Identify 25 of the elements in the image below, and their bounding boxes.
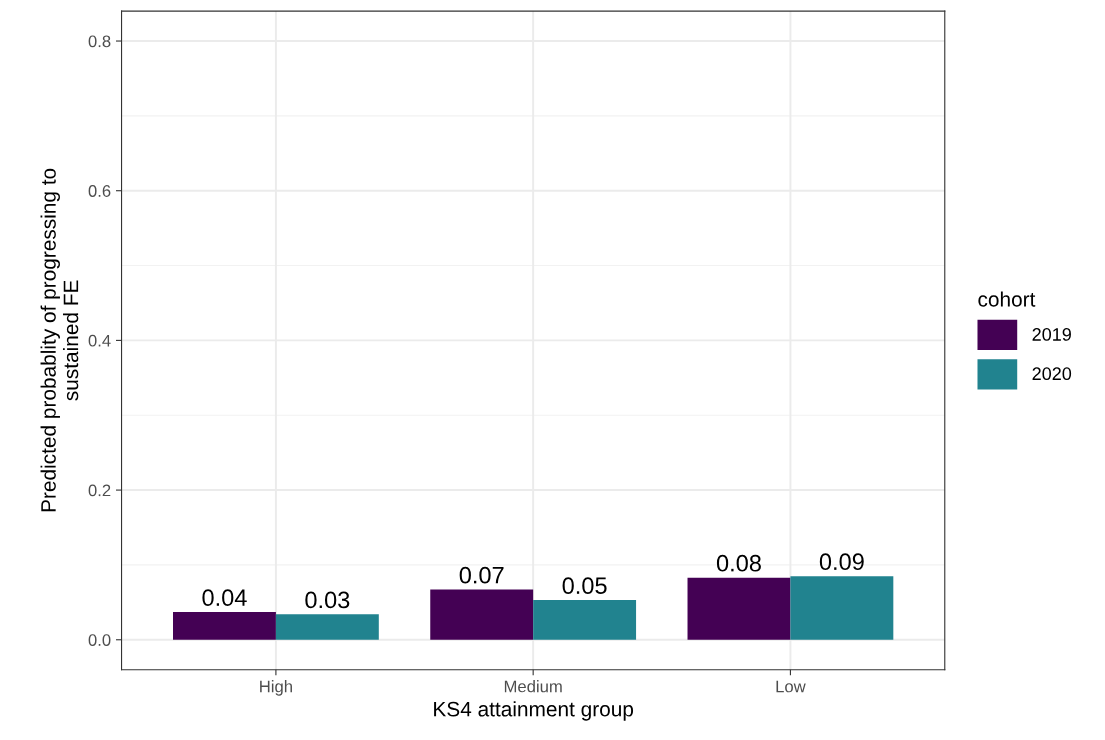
bar (173, 612, 276, 640)
y-axis-title: Predicted probablity of progressing to sustained FE (40, 168, 79, 512)
bar (790, 576, 894, 640)
x-tick-label: Low (776, 680, 806, 693)
x-tick-label: Medium (504, 680, 562, 693)
y-tick-label: 0.0 (88, 634, 111, 646)
y-tick-label: 0.8 (88, 35, 111, 48)
y-tick-label: 0.2 (88, 484, 111, 497)
bar (275, 614, 379, 640)
data-label: 0.05 (562, 577, 607, 595)
bar (687, 577, 791, 640)
data-label: 0.03 (305, 591, 350, 609)
y-tick-label: 0.6 (88, 185, 111, 197)
data-label: 0.07 (459, 566, 504, 584)
data-label: 0.08 (716, 554, 761, 572)
bar (430, 589, 534, 640)
x-tick-label: High (260, 680, 292, 696)
legend-label: 2019 (1032, 328, 1071, 341)
data-label: 0.09 (819, 553, 864, 571)
data-label: 0.04 (202, 589, 247, 607)
x-axis-title: KS4 attainment group (434, 701, 634, 721)
legend-label: 2020 (1032, 367, 1072, 381)
bar (533, 600, 637, 640)
legend-title: cohort (978, 291, 1036, 307)
y-tick-label: 0.4 (88, 334, 111, 347)
